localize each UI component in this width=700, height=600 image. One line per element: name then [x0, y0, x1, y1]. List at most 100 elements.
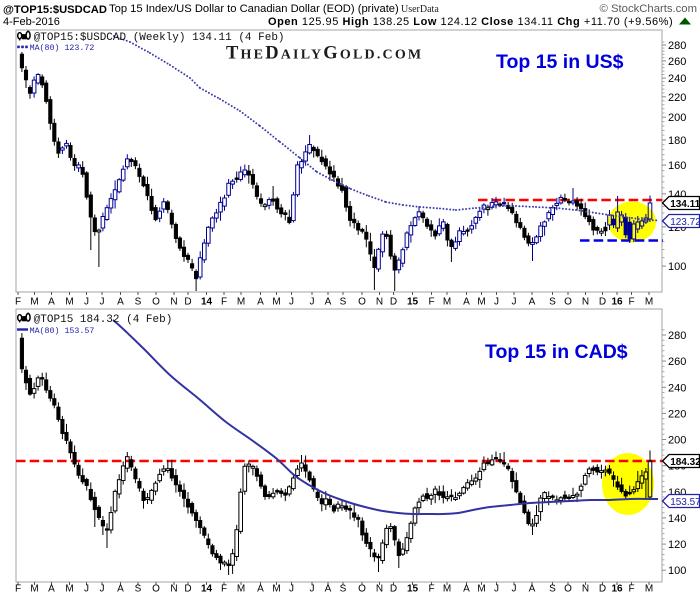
svg-text:A: A — [463, 297, 470, 308]
svg-text:MA(80) 153.57: MA(80) 153.57 — [30, 326, 95, 336]
svg-text:@TOP15 184.32 (4 Feb): @TOP15 184.32 (4 Feb) — [34, 314, 173, 326]
svg-text:A: A — [117, 297, 124, 308]
svg-text:N: N — [170, 297, 177, 308]
svg-text:© StockCharts.com: © StockCharts.com — [600, 3, 697, 15]
svg-text:M: M — [30, 584, 38, 595]
svg-text:D: D — [184, 297, 191, 308]
svg-text:M: M — [645, 297, 653, 308]
svg-text:280: 280 — [668, 330, 686, 342]
svg-text:N: N — [582, 297, 589, 308]
svg-text:F: F — [628, 584, 634, 595]
svg-text:A: A — [463, 584, 470, 595]
svg-text:M: M — [272, 584, 280, 595]
svg-text:M: M — [477, 297, 485, 308]
svg-text:Top 15 in CAD$: Top 15 in CAD$ — [485, 341, 628, 363]
svg-text:260: 260 — [668, 56, 686, 68]
svg-text:J: J — [84, 297, 89, 308]
svg-text:A: A — [325, 584, 332, 595]
svg-text:J: J — [512, 297, 517, 308]
svg-text:A: A — [529, 297, 536, 308]
svg-text:S: S — [549, 297, 556, 308]
svg-text:153.57: 153.57 — [670, 497, 700, 508]
svg-text:D: D — [599, 584, 606, 595]
svg-text:A: A — [529, 584, 536, 595]
svg-text:D: D — [390, 297, 397, 308]
svg-text:N: N — [376, 584, 383, 595]
svg-text:4-Feb-2016: 4-Feb-2016 — [3, 16, 60, 28]
svg-text:@TOP15:$USDCAD: @TOP15:$USDCAD — [3, 4, 107, 16]
svg-text:Open 125.95 High 138.25 Low 12: Open 125.95 High 138.25 Low 124.12 Close… — [268, 16, 673, 28]
svg-text:O: O — [152, 584, 160, 595]
svg-text:S: S — [135, 584, 142, 595]
svg-text:S: S — [549, 584, 556, 595]
svg-text:280: 280 — [668, 40, 686, 52]
svg-text:16: 16 — [611, 584, 623, 595]
svg-text:A: A — [48, 297, 55, 308]
svg-text:184.32: 184.32 — [670, 457, 700, 468]
svg-text:F: F — [221, 584, 227, 595]
svg-text:A: A — [325, 297, 332, 308]
svg-text:F: F — [428, 297, 434, 308]
svg-text:J: J — [512, 584, 517, 595]
svg-text:UserData: UserData — [401, 4, 439, 15]
svg-text:F: F — [428, 584, 434, 595]
svg-text:D: D — [184, 584, 191, 595]
svg-text:J: J — [289, 584, 294, 595]
svg-text:200: 200 — [668, 435, 686, 447]
svg-text:260: 260 — [668, 356, 686, 368]
svg-text:O: O — [358, 584, 366, 595]
svg-text:180: 180 — [668, 135, 686, 147]
svg-text:M: M — [65, 584, 73, 595]
svg-text:F: F — [15, 584, 21, 595]
svg-text:M: M — [30, 297, 38, 308]
svg-text:200: 200 — [668, 112, 686, 124]
svg-text:A: A — [257, 297, 264, 308]
svg-text:240: 240 — [668, 73, 686, 85]
svg-text:M: M — [237, 584, 245, 595]
svg-text:O: O — [564, 297, 572, 308]
svg-text:123.72: 123.72 — [670, 217, 700, 228]
svg-text:16: 16 — [611, 297, 623, 308]
svg-text:O: O — [152, 297, 160, 308]
svg-text:100: 100 — [668, 565, 686, 577]
svg-text:14: 14 — [201, 297, 213, 308]
svg-text:A: A — [48, 584, 55, 595]
svg-text:220: 220 — [668, 92, 686, 104]
svg-text:THEDAILYGOLD.COM: THEDAILYGOLD.COM — [226, 44, 423, 64]
svg-text:140: 140 — [668, 513, 686, 525]
svg-text:15: 15 — [407, 297, 419, 308]
svg-text:O: O — [358, 297, 366, 308]
svg-text:N: N — [376, 297, 383, 308]
svg-text:M: M — [237, 297, 245, 308]
svg-text:M: M — [443, 584, 451, 595]
svg-text:A: A — [117, 584, 124, 595]
svg-text:100: 100 — [668, 261, 686, 273]
svg-text:J: J — [84, 584, 89, 595]
svg-text:M: M — [645, 584, 653, 595]
svg-text:J: J — [100, 297, 105, 308]
svg-text:A: A — [257, 584, 264, 595]
svg-text:F: F — [221, 297, 227, 308]
svg-text:14: 14 — [201, 584, 213, 595]
svg-text:J: J — [310, 297, 315, 308]
svg-text:O: O — [564, 584, 572, 595]
svg-text:MA(80) 123.72: MA(80) 123.72 — [30, 43, 95, 53]
svg-text:120: 120 — [668, 539, 686, 551]
svg-text:@TOP15:$USDCAD (Weekly) 134.11: @TOP15:$USDCAD (Weekly) 134.11 (4 Feb) — [34, 32, 285, 44]
svg-text:J: J — [100, 584, 105, 595]
svg-text:134.11: 134.11 — [670, 199, 700, 210]
svg-text:J: J — [494, 584, 499, 595]
svg-text:D: D — [599, 297, 606, 308]
svg-text:M: M — [272, 297, 280, 308]
svg-text:F: F — [15, 297, 21, 308]
svg-text:S: S — [340, 297, 347, 308]
svg-text:S: S — [340, 584, 347, 595]
svg-text:M: M — [443, 297, 451, 308]
svg-text:M: M — [477, 584, 485, 595]
svg-text:15: 15 — [407, 584, 419, 595]
svg-text:J: J — [494, 297, 499, 308]
svg-text:Top 15 Index/US Dollar to Cana: Top 15 Index/US Dollar to Canadian Dolla… — [109, 3, 399, 15]
svg-text:240: 240 — [668, 382, 686, 394]
svg-text:J: J — [310, 584, 315, 595]
svg-text:N: N — [170, 584, 177, 595]
